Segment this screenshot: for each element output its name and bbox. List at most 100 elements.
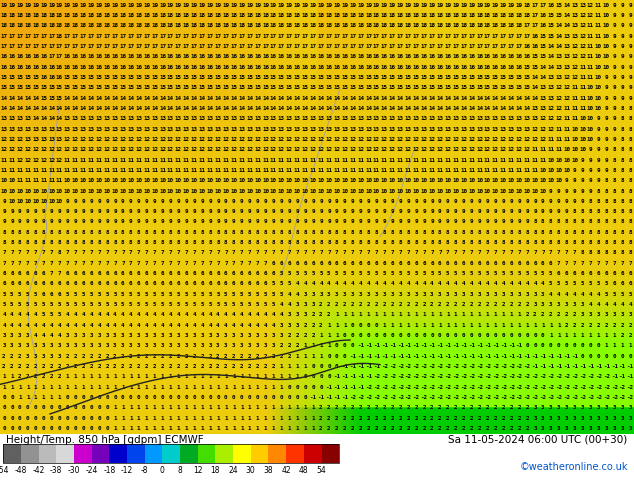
Text: 13: 13	[563, 54, 570, 59]
Text: 15: 15	[72, 85, 79, 90]
Text: 2: 2	[34, 374, 37, 379]
Text: 1: 1	[446, 323, 450, 328]
Text: 18: 18	[294, 13, 301, 18]
Text: 4: 4	[49, 323, 53, 328]
Text: 1: 1	[287, 416, 291, 420]
Text: 18: 18	[64, 13, 71, 18]
Text: 17: 17	[524, 34, 531, 39]
Text: 11: 11	[230, 168, 237, 173]
Text: 8: 8	[597, 250, 600, 255]
Text: 12: 12	[365, 137, 372, 142]
Text: 12: 12	[183, 147, 190, 152]
Text: 13: 13	[167, 126, 174, 131]
Text: 8: 8	[129, 240, 133, 245]
Text: 9: 9	[65, 209, 69, 214]
Text: 14: 14	[508, 96, 515, 100]
Text: 7: 7	[49, 271, 53, 276]
Text: 1: 1	[121, 385, 125, 390]
Text: 2: 2	[319, 313, 323, 318]
Text: 18: 18	[48, 13, 55, 18]
Text: 11: 11	[309, 158, 316, 163]
Text: 2: 2	[26, 364, 30, 369]
Text: 4: 4	[311, 281, 315, 287]
Text: 7: 7	[113, 250, 117, 255]
Text: 1: 1	[176, 385, 180, 390]
Text: 12: 12	[318, 147, 325, 152]
Text: 11: 11	[32, 168, 39, 173]
Text: 15: 15	[397, 85, 404, 90]
Text: -1: -1	[484, 343, 491, 348]
Text: 8: 8	[271, 240, 275, 245]
Text: 18: 18	[191, 13, 198, 18]
Text: 1: 1	[224, 416, 228, 420]
Text: 9: 9	[240, 220, 243, 224]
Text: 7: 7	[2, 250, 6, 255]
Text: 10: 10	[452, 189, 459, 194]
Text: 12: 12	[341, 137, 348, 142]
Text: 2: 2	[486, 416, 489, 420]
Text: 1: 1	[565, 333, 569, 338]
Text: 12: 12	[56, 158, 63, 163]
Text: 9: 9	[438, 209, 442, 214]
Text: 8: 8	[612, 250, 616, 255]
Text: 8: 8	[366, 230, 370, 235]
Text: 1: 1	[311, 405, 315, 410]
Text: 0: 0	[509, 333, 513, 338]
Text: 10: 10	[555, 158, 562, 163]
Text: 1: 1	[65, 385, 69, 390]
Text: 7: 7	[224, 250, 228, 255]
Text: 2: 2	[343, 302, 347, 307]
Text: 16: 16	[357, 54, 364, 59]
Text: 0: 0	[581, 343, 585, 348]
Text: 16: 16	[8, 65, 15, 70]
Text: 2: 2	[280, 354, 283, 359]
Text: 5: 5	[557, 281, 560, 287]
Text: 10: 10	[270, 178, 277, 183]
Text: 18: 18	[214, 13, 221, 18]
Text: 0: 0	[303, 395, 307, 400]
Text: 16: 16	[143, 65, 150, 70]
Text: 10: 10	[492, 178, 499, 183]
Text: 10: 10	[547, 178, 554, 183]
Text: 1: 1	[335, 323, 339, 328]
Text: 3: 3	[34, 343, 37, 348]
Text: 15: 15	[103, 75, 110, 80]
Text: -2: -2	[515, 395, 522, 400]
Text: -2: -2	[468, 395, 475, 400]
Text: 0: 0	[81, 395, 85, 400]
Text: 4: 4	[256, 323, 259, 328]
Text: 16: 16	[207, 54, 214, 59]
Text: 1: 1	[208, 374, 212, 379]
Text: 7: 7	[49, 261, 53, 266]
Text: 2: 2	[486, 426, 489, 431]
Text: 14: 14	[223, 96, 230, 100]
Text: 5: 5	[49, 313, 53, 318]
Text: 16: 16	[373, 54, 380, 59]
Text: 15: 15	[96, 85, 103, 90]
Text: 3: 3	[2, 343, 6, 348]
Text: 18: 18	[389, 24, 396, 28]
Text: 8: 8	[486, 230, 489, 235]
Text: 0: 0	[49, 416, 53, 420]
Text: 14: 14	[555, 24, 562, 28]
Text: 8: 8	[581, 250, 585, 255]
Text: 3: 3	[588, 405, 592, 410]
Text: 3: 3	[287, 323, 291, 328]
Text: 10: 10	[603, 54, 610, 59]
Text: 13: 13	[1, 116, 8, 121]
Text: 0: 0	[81, 416, 85, 420]
Text: 13: 13	[365, 126, 372, 131]
Text: 14: 14	[515, 96, 522, 100]
Text: -1: -1	[508, 354, 515, 359]
Text: 13: 13	[500, 126, 507, 131]
Text: 17: 17	[246, 34, 253, 39]
Text: 2: 2	[398, 302, 402, 307]
Text: 15: 15	[278, 85, 285, 90]
Text: 0: 0	[406, 333, 410, 338]
Text: 12: 12	[563, 96, 570, 100]
Text: 14: 14	[349, 96, 356, 100]
Text: 11: 11	[191, 168, 198, 173]
Text: 17: 17	[183, 44, 190, 49]
Text: 4: 4	[121, 313, 125, 318]
Text: 15: 15	[72, 75, 79, 80]
